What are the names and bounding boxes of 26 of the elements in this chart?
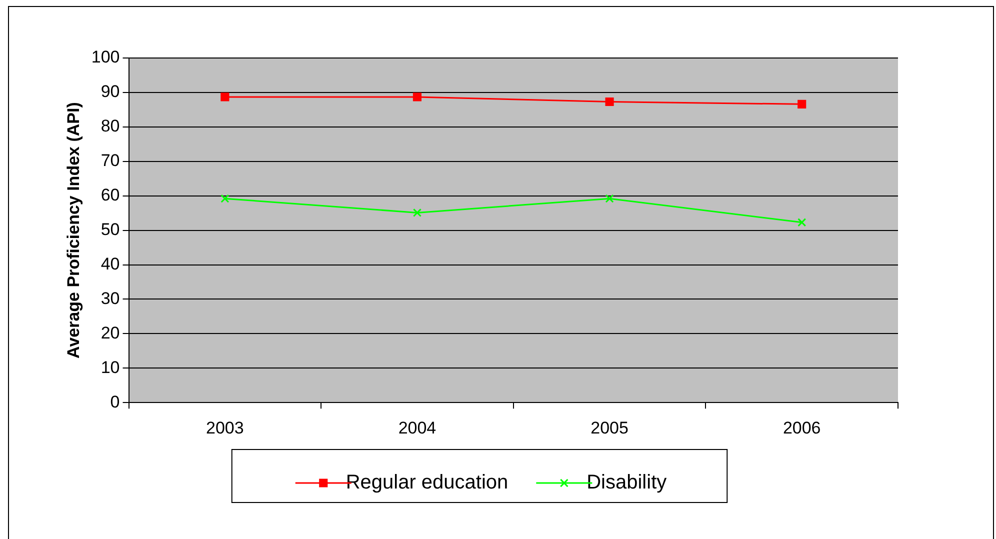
point [798,218,806,227]
y-tick-label: 0 [110,392,120,412]
x-tick-label: 2004 [398,418,436,438]
point [412,208,422,218]
y-tick-label: 50 [100,220,120,239]
y-tick-label: 30 [100,288,120,308]
legend-label: Regular education [301,472,508,494]
y-tick-label: 20 [100,323,120,342]
y-tick-label: 70 [100,151,120,170]
x-tick-label: 2006 [782,418,821,438]
x-tick-label: 2003 [206,418,244,438]
y-tick-label: 10 [100,358,120,377]
y-tick-label: 60 [100,186,120,205]
y-tick-label: 100 [91,48,120,67]
point [798,100,806,108]
point [220,194,230,203]
point [605,97,614,106]
y-axis-title: Average Proficiency Index (API) [64,102,83,358]
y-tick-label: 40 [100,254,120,274]
point [220,92,230,102]
y-tick-label: 90 [100,82,120,102]
point [412,92,422,102]
legend-label: Disability [542,472,667,494]
point [605,194,614,203]
y-tick-label: 80 [100,116,120,136]
x-tick-label: 2005 [590,418,628,438]
